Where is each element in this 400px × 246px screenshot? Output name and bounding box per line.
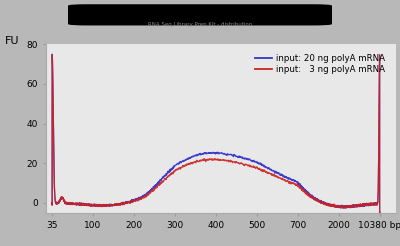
Text: RNA Seq Library Prep Kit - distribution: RNA Seq Library Prep Kit - distribution xyxy=(148,22,252,27)
FancyBboxPatch shape xyxy=(68,4,332,25)
Legend: input: 20 ng polyA mRNA, input:   3 ng polyA mRNA: input: 20 ng polyA mRNA, input: 3 ng pol… xyxy=(252,50,388,77)
Text: FU: FU xyxy=(5,36,19,46)
